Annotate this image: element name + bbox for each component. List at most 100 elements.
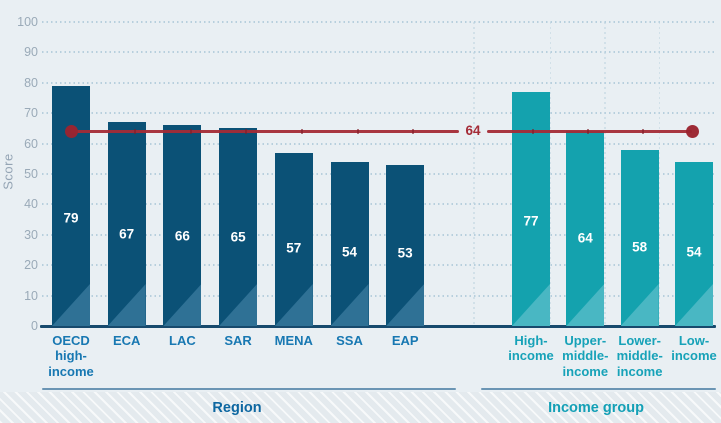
bar-value-label: 58 bbox=[632, 239, 648, 255]
gridline bbox=[42, 112, 716, 115]
bar-mena: 57 bbox=[274, 152, 313, 326]
reference-line-tick bbox=[412, 128, 414, 134]
hatch-band bbox=[0, 392, 721, 423]
reference-line-start-dot bbox=[64, 124, 78, 138]
category-label: SSA bbox=[316, 333, 384, 348]
category-label: EAP bbox=[371, 333, 439, 348]
bar-corner-accent bbox=[566, 283, 605, 326]
bar-value-label: 66 bbox=[174, 228, 190, 244]
bar-value-label: 53 bbox=[397, 245, 413, 261]
y-tick-label: 90 bbox=[24, 45, 38, 60]
category-label-line: Lower- bbox=[618, 333, 661, 348]
category-label: SAR bbox=[204, 333, 272, 348]
reference-line-tick bbox=[532, 128, 534, 134]
category-label: Lower-middle-income bbox=[606, 333, 674, 379]
category-label-line: income bbox=[616, 363, 663, 379]
bar-value-label: 64 bbox=[577, 230, 593, 246]
y-tick-label: 10 bbox=[24, 288, 38, 303]
bar-value-label: 54 bbox=[341, 244, 358, 260]
bar-value-label: 77 bbox=[523, 213, 539, 229]
reference-line-tick bbox=[642, 128, 644, 134]
y-tick-label: 70 bbox=[24, 106, 38, 121]
category-label-line: High- bbox=[514, 333, 548, 348]
gridline bbox=[42, 203, 716, 206]
y-tick-label: 80 bbox=[24, 75, 38, 90]
income-group-divider bbox=[481, 388, 716, 390]
gridline bbox=[42, 142, 716, 145]
gridline bbox=[42, 51, 716, 54]
bar-corner-accent bbox=[675, 283, 713, 326]
reference-line-segment bbox=[71, 129, 459, 133]
gridline bbox=[42, 233, 716, 236]
bar-value-label: 79 bbox=[63, 210, 79, 226]
bar-eca: 67 bbox=[107, 122, 146, 326]
bar-lower-middle-income: 58 bbox=[620, 149, 659, 326]
reference-line-value-label: 64 bbox=[465, 123, 481, 139]
category-label: High-income bbox=[497, 333, 565, 364]
bar-high-income: 77 bbox=[512, 91, 550, 326]
category-label-line: SAR bbox=[224, 333, 252, 348]
y-tick-label: 20 bbox=[24, 258, 38, 273]
category-label: Low-income bbox=[660, 333, 721, 364]
bar-value-label: 54 bbox=[686, 244, 702, 260]
category-label-line: income bbox=[562, 363, 609, 379]
gridline bbox=[42, 173, 716, 175]
gridline bbox=[42, 21, 716, 23]
reference-line-segment bbox=[487, 129, 692, 133]
bar-ssa: 54 bbox=[330, 161, 369, 326]
gridline bbox=[42, 264, 716, 267]
bar-corner-accent bbox=[330, 283, 369, 326]
category-label-line: MENA bbox=[274, 333, 313, 348]
category-label: MENA bbox=[260, 333, 328, 348]
bar-corner-accent bbox=[386, 283, 425, 326]
vertical-guide bbox=[473, 22, 475, 326]
bar-value-label: 57 bbox=[286, 240, 302, 256]
category-label-line: ECA bbox=[112, 333, 141, 348]
bar-corner-accent bbox=[512, 283, 550, 326]
reference-line-tick bbox=[134, 128, 136, 134]
bar-sar: 65 bbox=[219, 128, 258, 326]
category-label-line: income bbox=[671, 348, 717, 364]
bar-lac: 66 bbox=[163, 125, 202, 326]
reference-line-tick bbox=[357, 128, 359, 134]
y-tick-label: 100 bbox=[17, 15, 38, 29]
y-tick-label: 0 bbox=[31, 319, 38, 333]
category-label: ECA bbox=[93, 333, 161, 348]
income-group-title: Income group bbox=[548, 400, 644, 416]
y-tick-label: 30 bbox=[24, 227, 38, 242]
category-label: LAC bbox=[148, 333, 216, 348]
vertical-guide bbox=[549, 22, 551, 326]
category-label-line: OECD bbox=[52, 333, 90, 348]
category-label-line: EAP bbox=[391, 333, 419, 348]
category-label-line: high- bbox=[55, 348, 87, 364]
bar-oecd-high-income: 79 bbox=[52, 85, 90, 326]
bar-corner-accent bbox=[219, 283, 258, 326]
vertical-guide bbox=[604, 22, 606, 326]
y-tick-label: 60 bbox=[24, 136, 38, 151]
reference-line-tick bbox=[587, 128, 589, 134]
reference-line-tick bbox=[301, 128, 303, 134]
gridline bbox=[42, 294, 716, 297]
category-label-line: LAC bbox=[169, 333, 196, 348]
bar-value-label: 65 bbox=[230, 229, 246, 245]
bar-corner-accent bbox=[274, 283, 313, 326]
vertical-guide bbox=[658, 22, 660, 326]
bar-corner-accent bbox=[620, 283, 659, 326]
x-axis-line bbox=[40, 325, 716, 328]
bar-corner-accent bbox=[107, 283, 146, 326]
bar-low-income: 54 bbox=[675, 161, 713, 326]
bar-corner-accent bbox=[52, 283, 90, 326]
category-label-line: income bbox=[48, 363, 94, 379]
reference-line-tick bbox=[245, 128, 247, 134]
bar-corner-accent bbox=[163, 283, 202, 326]
y-tick-label: 40 bbox=[24, 197, 38, 212]
category-label-line: income bbox=[508, 348, 554, 364]
category-label-line: Upper- bbox=[564, 333, 607, 348]
category-label-line: Low- bbox=[678, 333, 710, 348]
region-group-divider bbox=[42, 388, 456, 390]
y-tick-label: 50 bbox=[24, 167, 38, 181]
region-group-title: Region bbox=[212, 400, 262, 416]
category-label: OECD high-income bbox=[37, 333, 105, 379]
gridline bbox=[42, 81, 716, 84]
